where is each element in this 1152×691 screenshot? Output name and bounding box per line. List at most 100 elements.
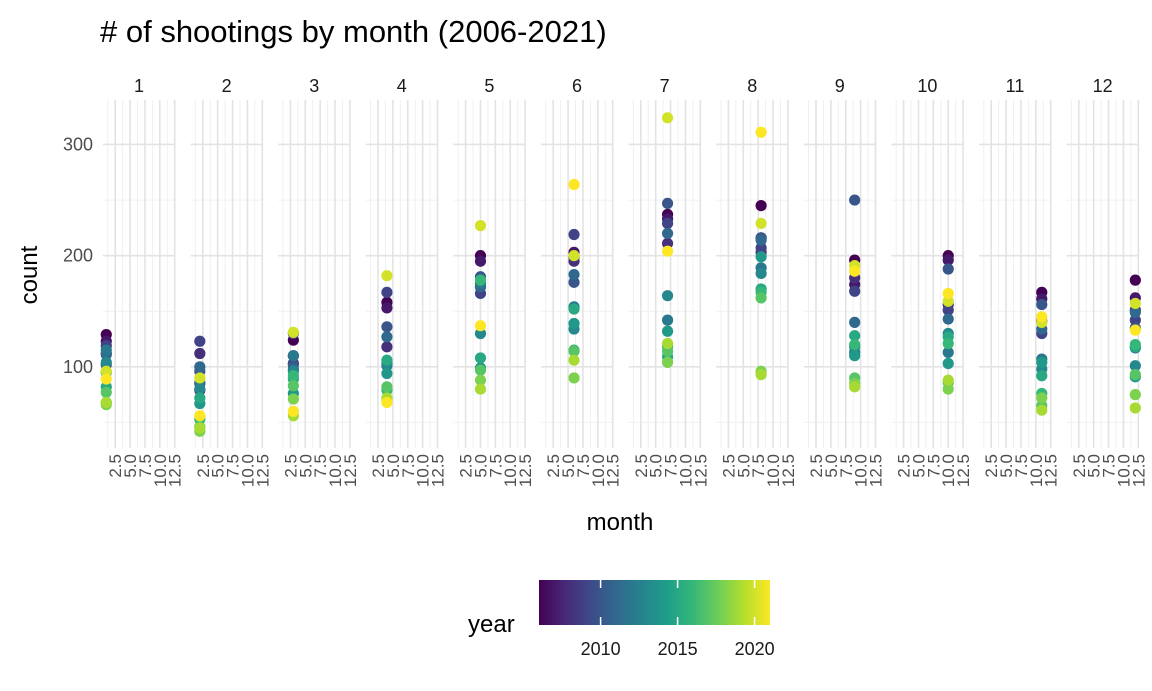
data-point <box>474 383 487 395</box>
facet-panel-10: 10 2.55.07.510.012.5 <box>891 76 973 487</box>
data-point <box>568 303 580 315</box>
data-point <box>100 373 112 385</box>
data-point <box>568 178 580 191</box>
x-tick-label: 10.0 <box>1114 454 1133 487</box>
facet-strip-label: 3 <box>309 76 319 96</box>
x-tick-label: 12.5 <box>604 454 623 487</box>
x-tick-label: 5.0 <box>734 454 753 478</box>
data-point <box>100 396 112 409</box>
x-tick-label: 10.0 <box>589 454 608 487</box>
x-tick-label: 5.0 <box>559 454 578 478</box>
data-point <box>661 217 674 230</box>
data-point <box>755 200 767 212</box>
facet-panel-2: 2 2.55.07.510.012.5 <box>190 76 272 487</box>
x-tick-label: 10.0 <box>764 454 783 487</box>
x-tick-label: 10.0 <box>852 454 871 487</box>
data-point <box>100 344 112 356</box>
x-tick-label: 12.5 <box>691 454 710 487</box>
data-point <box>849 330 861 342</box>
x-tick-label: 10.0 <box>151 454 170 487</box>
x-tick-label: 7.5 <box>486 454 505 478</box>
data-point <box>942 313 954 325</box>
data-point <box>942 304 954 316</box>
data-point <box>755 242 767 254</box>
data-point <box>942 383 954 395</box>
chart-title: # of shootings by month (2006-2021) <box>100 14 607 49</box>
data-point <box>1129 402 1141 414</box>
facet-panel-5: 5 2.55.07.510.012.5 <box>453 76 535 487</box>
data-point <box>661 337 674 350</box>
data-point <box>474 327 487 340</box>
x-tick-label: 5.0 <box>647 454 666 478</box>
data-point <box>194 335 206 347</box>
data-point <box>474 364 487 376</box>
x-tick-label: 12.5 <box>954 454 973 487</box>
x-tick-label: 7.5 <box>136 454 155 478</box>
x-tick-label: 2.5 <box>807 454 826 478</box>
data-point <box>287 393 299 405</box>
data-point <box>942 263 954 275</box>
y-tick-label: 300 <box>63 134 93 154</box>
x-tick-label: 5.0 <box>296 454 315 478</box>
data-point <box>755 267 767 280</box>
x-tick-label: 7.5 <box>749 454 768 478</box>
x-tick-label: 5.0 <box>822 454 841 478</box>
facet-strip-label: 4 <box>397 76 407 96</box>
legend-tick-label: 2010 <box>581 639 621 659</box>
facet-strip-label: 10 <box>917 76 937 96</box>
data-point <box>849 194 861 206</box>
data-point <box>1129 339 1141 351</box>
x-tick-label: 7.5 <box>837 454 856 478</box>
data-point <box>381 270 393 282</box>
data-point <box>661 237 674 250</box>
data-point <box>849 265 861 277</box>
data-point <box>1036 392 1048 404</box>
data-point <box>194 422 206 434</box>
x-tick-label: 7.5 <box>662 454 681 478</box>
data-point <box>1036 298 1048 311</box>
x-tick-label: 10.0 <box>939 454 958 487</box>
data-point <box>474 320 487 332</box>
facet-panel-8: 8 2.55.07.510.012.5 <box>716 76 798 487</box>
data-point <box>474 220 487 232</box>
data-point <box>661 197 674 209</box>
data-point <box>942 374 954 386</box>
data-point <box>381 286 393 298</box>
data-point <box>1036 311 1048 323</box>
x-tick-label: 2.5 <box>281 454 300 478</box>
data-point <box>849 339 861 351</box>
x-tick-label: 2.5 <box>369 454 388 478</box>
x-tick-label: 2.5 <box>632 454 651 478</box>
x-tick-label: 12.5 <box>1129 454 1148 487</box>
x-tick-label: 10.0 <box>501 454 520 487</box>
x-tick-label: 10.0 <box>676 454 695 487</box>
x-tick-label: 5.0 <box>997 454 1016 478</box>
x-tick-label: 5.0 <box>384 454 403 478</box>
data-point <box>1129 306 1141 318</box>
x-tick-label: 2.5 <box>719 454 738 478</box>
data-point <box>568 268 580 281</box>
legend-colorbar <box>539 580 770 625</box>
x-tick-label: 2.5 <box>457 454 476 478</box>
data-point <box>381 302 393 314</box>
x-tick-label: 2.5 <box>1070 454 1089 478</box>
facet-strip-label: 12 <box>1093 76 1113 96</box>
data-point <box>381 367 393 380</box>
facet-panel-9: 9 2.55.07.510.012.5 <box>803 76 886 487</box>
x-tick-label: 7.5 <box>1012 454 1031 478</box>
legend-title: year <box>468 611 515 638</box>
y-tick-label: 200 <box>63 246 93 266</box>
x-tick-label: 7.5 <box>311 454 330 478</box>
facet-strip-label: 6 <box>572 76 582 96</box>
x-tick-label: 7.5 <box>1100 454 1119 478</box>
data-point <box>849 285 861 297</box>
facet-panel-4: 4 2.55.07.510.012.5 <box>365 76 448 487</box>
x-tick-label: 2.5 <box>544 454 563 478</box>
x-tick-label: 10.0 <box>326 454 345 487</box>
facet-panel-1: 12.55.07.510.012.5 <box>100 76 185 487</box>
facet-strip-label: 2 <box>222 76 232 96</box>
facet-strip-label: 8 <box>747 76 757 96</box>
data-point <box>942 346 954 358</box>
data-point <box>661 314 674 326</box>
x-tick-label: 10.0 <box>414 454 433 487</box>
